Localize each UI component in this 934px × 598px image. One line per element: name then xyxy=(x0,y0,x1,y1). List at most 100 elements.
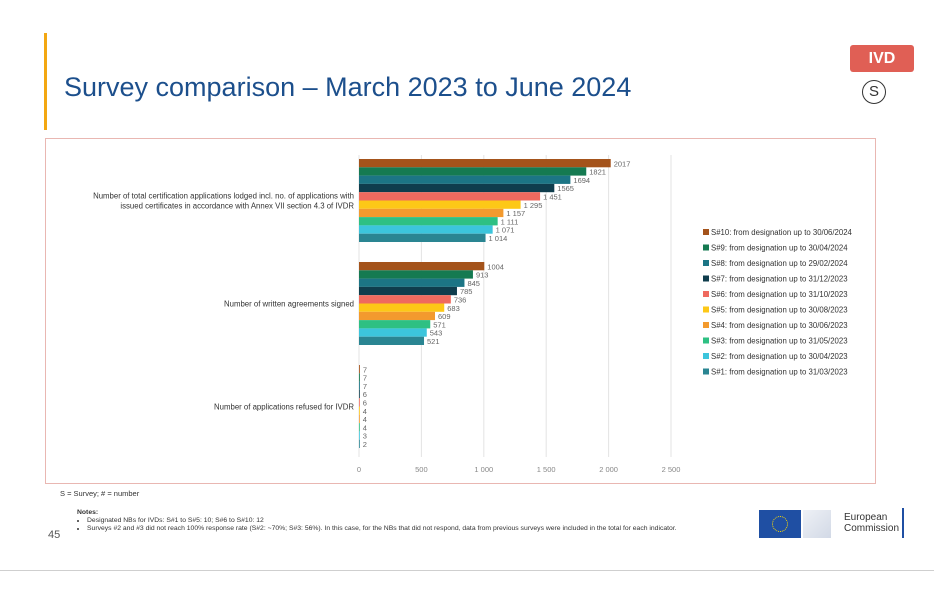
data-label: 1 295 xyxy=(524,201,543,210)
notes-list: Designated NBs for IVDs: S#1 to S#5: 10;… xyxy=(77,517,777,533)
x-tick-label: 0 xyxy=(357,465,361,474)
x-tick-label: 1 000 xyxy=(474,465,493,474)
data-label: 543 xyxy=(430,329,443,338)
bar xyxy=(359,398,360,407)
data-label: 1 014 xyxy=(489,234,508,243)
logo-divider xyxy=(902,508,904,538)
legend-swatch xyxy=(703,353,709,359)
bar xyxy=(359,320,431,329)
data-label: 1004 xyxy=(487,262,504,271)
data-label: 2 xyxy=(363,440,367,449)
legend-swatch xyxy=(703,306,709,313)
bar xyxy=(359,200,521,209)
legend-swatch xyxy=(703,260,709,266)
legend-swatch xyxy=(703,291,709,297)
data-label: 6 xyxy=(363,390,367,399)
bar xyxy=(359,295,451,304)
s-circle-icon: S xyxy=(862,80,886,104)
chart-frame: 0 500 1 000 1 500 2 000 2 500 2017 1821 1694 1565… xyxy=(45,138,876,484)
bottom-divider xyxy=(0,570,934,571)
bar xyxy=(359,439,360,448)
data-label: 7 xyxy=(363,365,367,374)
data-label: 521 xyxy=(427,337,440,346)
data-label: 1 111 xyxy=(501,217,519,226)
data-label: 1 451 xyxy=(543,193,562,202)
bar xyxy=(359,381,360,390)
notes-header: Notes: xyxy=(77,509,99,516)
legend-entry: S#3: from designation up to 31/05/2023 xyxy=(711,337,848,346)
legend-entry: S#8: from designation up to 29/02/2024 xyxy=(711,259,848,268)
european-commission-logo: European Commission xyxy=(759,506,919,542)
bar xyxy=(359,389,360,399)
data-label: 785 xyxy=(460,287,473,296)
legend-swatch xyxy=(703,244,709,251)
bar xyxy=(359,365,360,374)
bar xyxy=(359,414,360,424)
data-label: 571 xyxy=(433,320,446,329)
legend-swatch xyxy=(703,229,709,235)
page-number: 45 xyxy=(48,529,61,541)
eu-flag-icon xyxy=(759,510,801,538)
legend-swatch xyxy=(703,275,709,282)
data-label: 1565 xyxy=(557,184,574,193)
bar xyxy=(359,286,457,296)
x-tick-label: 1 500 xyxy=(537,465,556,474)
data-label: 609 xyxy=(438,312,451,321)
legend-entry: S#10: from designation up to 30/06/2024 xyxy=(711,228,853,237)
data-label: 683 xyxy=(447,304,460,313)
category-label: Number of written agreements signed xyxy=(224,300,354,309)
bar xyxy=(359,233,486,242)
data-label: 7 xyxy=(363,382,367,391)
legend-entry: S#4: from designation up to 30/06/2023 xyxy=(711,321,848,330)
footnote: S = Survey; # = number xyxy=(60,489,140,498)
legend-swatch xyxy=(703,337,709,344)
bar xyxy=(359,208,504,218)
data-label: 4 xyxy=(363,407,367,416)
bar xyxy=(359,373,360,382)
bar xyxy=(359,175,571,184)
bar-chart: 0 500 1 000 1 500 2 000 2 500 2017 182116941565… xyxy=(93,155,853,474)
note-item: Designated NBs for IVDs: S#1 to S#5: 10;… xyxy=(87,517,777,525)
bar xyxy=(359,431,360,440)
legend-entry: S#6: from designation up to 31/10/2023 xyxy=(711,290,848,299)
bar xyxy=(359,159,611,168)
legend-entry: S#7: from designation up to 31/12/2023 xyxy=(711,275,848,284)
data-label: 4 xyxy=(363,415,367,424)
bar xyxy=(359,406,360,415)
bar xyxy=(359,328,427,337)
title-accent-bar xyxy=(44,33,47,130)
data-label: 1694 xyxy=(573,176,590,185)
bar xyxy=(359,423,360,432)
data-label: 1 157 xyxy=(506,209,525,218)
category-label: Number of total certification applicatio… xyxy=(93,192,354,211)
bar xyxy=(359,262,485,271)
data-label: 1821 xyxy=(589,168,606,177)
bar xyxy=(359,225,493,234)
logo-text: European Commission xyxy=(844,512,900,534)
bar xyxy=(359,270,473,279)
legend-swatch xyxy=(703,322,709,328)
data-label: 4 xyxy=(363,423,367,432)
page-title: Survey comparison – March 2023 to June 2… xyxy=(64,72,632,102)
x-tick-label: 500 xyxy=(415,465,428,474)
bar xyxy=(359,192,541,201)
legend-swatch xyxy=(703,368,709,375)
category-label: Number of applications refused for IVDR xyxy=(214,403,354,412)
data-label: 1 071 xyxy=(496,226,515,235)
legend-entry: S#1: from designation up to 31/03/2023 xyxy=(711,368,848,377)
x-tick-label: 2 000 xyxy=(599,465,618,474)
data-label: 736 xyxy=(454,296,467,305)
data-label: 3 xyxy=(363,432,367,441)
bar xyxy=(359,278,465,287)
note-item: Surveys #2 and #3 did not reach 100% res… xyxy=(87,525,777,533)
commission-building-icon xyxy=(803,510,831,538)
legend-entry: S#2: from designation up to 30/04/2023 xyxy=(711,352,848,361)
data-label: 913 xyxy=(476,271,489,280)
x-tick-label: 2 500 xyxy=(662,465,681,474)
legend-entry: S#9: from designation up to 30/04/2024 xyxy=(711,244,848,253)
bar xyxy=(359,183,555,193)
notes: Notes: Designated NBs for IVDs: S#1 to S… xyxy=(77,509,777,533)
bar xyxy=(359,167,587,176)
ivd-badge: IVD xyxy=(850,45,914,72)
bar xyxy=(359,303,445,312)
